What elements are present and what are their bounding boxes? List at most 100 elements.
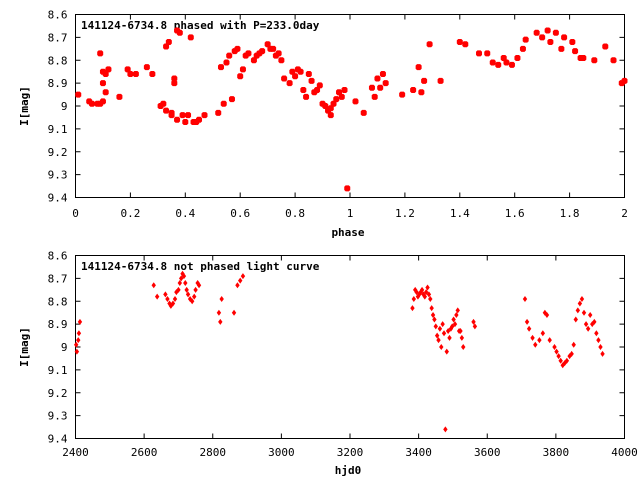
data-point <box>189 298 195 305</box>
data-point <box>414 289 419 296</box>
data-point <box>554 348 559 355</box>
data-point <box>575 307 581 314</box>
data-point <box>458 327 463 334</box>
data-point <box>352 98 359 105</box>
data-point <box>245 50 252 57</box>
data-point <box>422 293 428 300</box>
data-point <box>441 330 447 337</box>
data-point <box>316 82 323 89</box>
data-point <box>437 325 443 332</box>
chart-title-unphased: 141124-6734.8 not phased light curve <box>81 260 320 273</box>
data-point <box>88 100 95 107</box>
data-point <box>433 323 438 330</box>
data-point <box>237 73 244 80</box>
data-point <box>547 337 552 344</box>
data-point <box>592 318 597 325</box>
data-point <box>489 59 496 66</box>
data-point <box>596 337 601 344</box>
data-point <box>97 50 104 57</box>
data-point <box>583 321 589 328</box>
data-point <box>594 330 599 337</box>
data-point <box>533 341 538 348</box>
data-point <box>587 311 593 318</box>
data-point <box>195 279 200 286</box>
data-point <box>240 273 246 280</box>
data-point <box>522 295 528 302</box>
data-point <box>289 68 296 75</box>
data-point <box>178 275 184 282</box>
data-point <box>539 34 546 41</box>
data-point <box>193 286 198 293</box>
data-point <box>371 93 378 100</box>
data-point <box>102 70 109 77</box>
data-point <box>102 89 109 96</box>
data-point <box>226 52 233 59</box>
data-point <box>428 295 433 302</box>
x-tick-label: 1.2 <box>395 207 415 220</box>
x-tick-label: 3200 <box>337 446 364 459</box>
data-point <box>223 59 230 66</box>
y-tick-label: 8.9 <box>48 318 68 331</box>
data-point <box>231 309 237 316</box>
data-point <box>168 112 175 119</box>
data-point <box>524 318 530 325</box>
data-point <box>163 291 168 298</box>
data-point <box>177 279 183 286</box>
data-point <box>218 318 223 325</box>
data-point <box>579 295 585 302</box>
x-tick-label: 3400 <box>405 446 432 459</box>
data-point <box>443 426 448 433</box>
y-tick-label: 8.7 <box>48 31 68 44</box>
x-tick-label: 4000 <box>611 446 638 459</box>
data-point <box>183 279 188 286</box>
data-point <box>462 41 469 48</box>
data-point <box>105 66 112 73</box>
data-point <box>439 344 444 350</box>
data-point <box>76 337 81 344</box>
data-point <box>508 61 515 68</box>
ticks-phased: 0 0.2 0.4 0.6 0.8 1 1.2 1.4 1.6 1.8 2 8.6 8.7 8.8 8.9 9… <box>48 9 628 221</box>
x-tick-label: 2400 <box>62 446 89 459</box>
data-point <box>410 86 417 93</box>
data-point <box>459 334 465 341</box>
x-tick-label: 0.2 <box>120 207 140 220</box>
data-point <box>163 107 170 114</box>
data-point <box>219 295 224 302</box>
data-point <box>585 325 591 332</box>
data-point <box>76 330 82 337</box>
data-point <box>172 295 178 302</box>
data-point <box>451 316 456 323</box>
data-point <box>179 112 186 119</box>
data-point <box>567 353 572 360</box>
data-point <box>116 93 123 100</box>
data-point <box>437 77 444 84</box>
y-axis-label-unphased: I[mag] <box>18 327 31 367</box>
data-point <box>165 38 172 45</box>
data-point <box>368 84 375 91</box>
data-point <box>184 286 189 293</box>
data-point <box>411 295 417 302</box>
data-point <box>598 344 603 350</box>
data-point <box>163 43 170 50</box>
data-point <box>430 311 436 318</box>
y-tick-label: 9.1 <box>48 364 68 377</box>
data-point <box>572 48 579 55</box>
x-tick-label: 1.6 <box>505 207 525 220</box>
data-point <box>379 70 386 77</box>
data-point <box>560 362 565 369</box>
data-point <box>216 309 222 316</box>
data-point <box>450 323 455 330</box>
y-tick-label: 8.6 <box>48 250 68 263</box>
data-point <box>74 348 80 355</box>
data-point <box>556 353 561 360</box>
data-point <box>278 57 285 64</box>
data-point <box>127 70 134 77</box>
data-point <box>187 34 194 41</box>
data-point <box>377 84 384 91</box>
ticks-unphased: 2400 2600 2800 3000 3200 3400 3600 3800 4000 8.6 8… <box>48 250 638 460</box>
y-tick-label: 8.7 <box>48 272 68 285</box>
x-tick-label: 2600 <box>131 446 158 459</box>
data-point <box>600 350 605 357</box>
y-tick-label: 8.9 <box>48 77 68 90</box>
data-point <box>305 70 312 77</box>
